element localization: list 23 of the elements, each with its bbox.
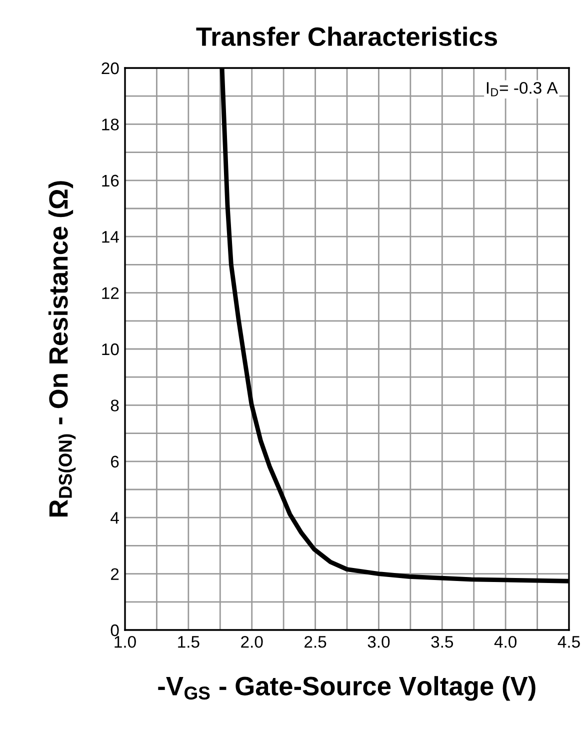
x-tick-label: 3.5: [431, 636, 454, 648]
x-tick-label: 1.5: [178, 636, 200, 648]
x-tick-label: 3.0: [368, 636, 390, 648]
x-tick-label: 2.5: [304, 636, 326, 648]
x-tick-label: 1.0: [114, 636, 136, 648]
y-tick-label: 20: [102, 62, 119, 74]
annotation: I$_{D}$= -0.3 A: [486, 82, 558, 96]
y-tick-label: 16: [102, 174, 119, 187]
chart-title: Transfer Characteristics: [196, 26, 498, 46]
y-tick-label: 2: [111, 568, 119, 580]
x-tick-label: 4.0: [494, 636, 517, 648]
y-tick-label: 8: [110, 400, 119, 412]
y-tick-label: 6: [111, 456, 119, 468]
y-tick-label: 10: [102, 343, 119, 356]
y-tick-label: 12: [102, 287, 119, 299]
y-tick-label: 4: [110, 512, 119, 524]
x-tick-label: 4.5: [558, 636, 580, 648]
y-tick-label: 0: [110, 624, 119, 636]
x-axis-title: -V$_{GS}$ - Gate-Source Voltage (V): [158, 676, 536, 701]
y-tick-label: 14: [102, 231, 119, 243]
y-tick-label: 18: [102, 118, 119, 130]
x-tick-label: 2.0: [241, 636, 263, 648]
y-axis-title: R$_{DS(ON)}$ - On Resistance (Ω): [48, 181, 76, 517]
